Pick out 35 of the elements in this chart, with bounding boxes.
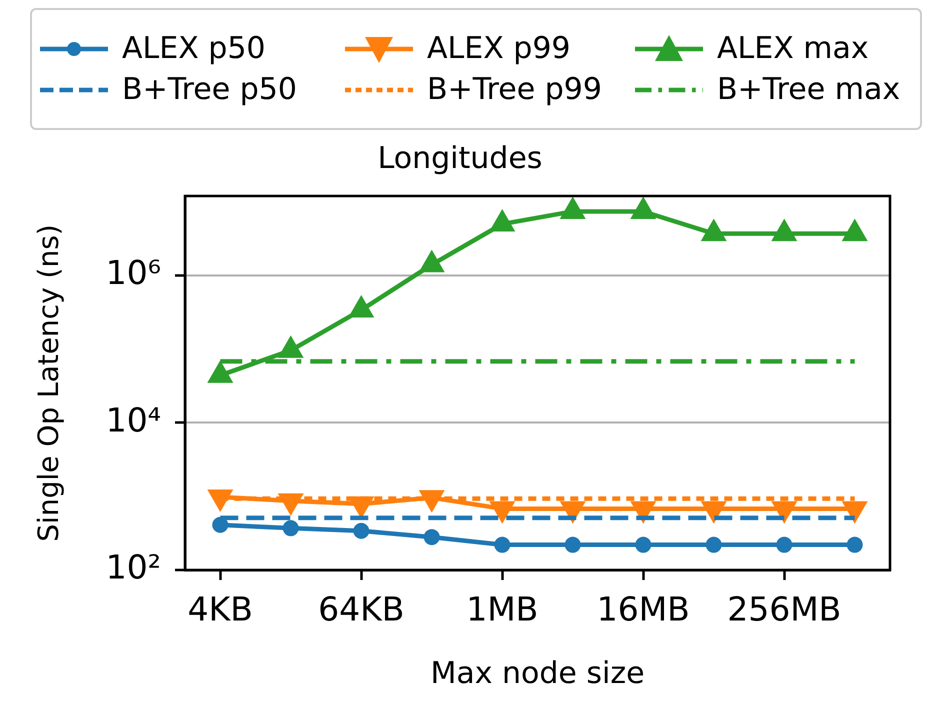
point [489,208,516,232]
point [776,536,792,553]
point [635,536,652,553]
point [494,536,510,553]
legend-label: B+Tree max [717,72,900,107]
point [564,536,581,553]
point [630,196,656,219]
x-tick-label: 256MB [727,589,842,628]
point [700,218,727,242]
legend-label: ALEX p50 [122,31,266,66]
legend-label: ALEX p99 [427,31,570,66]
x-tick-label: 64KB [318,589,404,628]
point [842,218,868,242]
legend-label: B+Tree p50 [122,72,297,107]
chart-title: Longitudes [378,140,542,176]
y-tick-label: 10² [106,548,161,587]
y-tick-label: 10⁴ [106,400,161,440]
point [706,536,722,553]
legend-label: B+Tree p99 [427,72,602,107]
x-tick-label: 4KB [188,589,253,628]
legend-label: ALEX max [717,31,869,66]
point [424,529,440,546]
point [771,218,798,242]
point [212,516,228,533]
point [348,294,374,318]
x-tick-label: 16MB [596,589,690,628]
x-axis-title: Max node size [430,656,645,691]
point [418,250,445,272]
point [353,522,370,539]
y-tick-label: 10⁶ [106,253,161,292]
y-axis-title: Single Op Latency (ns) [32,224,66,542]
point [846,536,863,553]
point [560,196,586,219]
point [282,520,299,536]
x-tick-label: 1MB [466,589,538,628]
